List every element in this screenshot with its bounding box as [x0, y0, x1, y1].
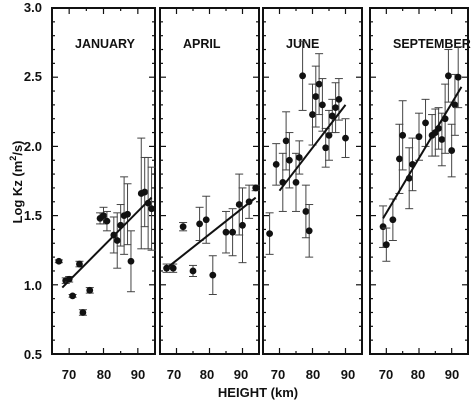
data-point [113, 237, 121, 244]
data-point [272, 160, 280, 168]
x-tick-label: 90 [234, 367, 248, 382]
data-point [389, 216, 397, 224]
data-point [286, 156, 293, 164]
data-point [445, 72, 452, 80]
data-point [309, 111, 316, 118]
x-axis-title: HEIGHT (km) [218, 385, 298, 400]
data-point [292, 178, 300, 186]
x-tick-label: 90 [445, 367, 459, 382]
x-tick-label: 70 [271, 367, 285, 382]
data-point [415, 133, 423, 141]
y-tick-label: 1.0 [24, 278, 42, 293]
panel-frame [369, 7, 469, 355]
data-point [86, 286, 94, 294]
data-point [141, 188, 149, 196]
x-tick-label: 80 [200, 367, 214, 382]
y-axis-title-base: Log Kz (m [10, 161, 25, 224]
data-point [322, 144, 330, 152]
data-point [422, 119, 429, 127]
y-axis-title: Log Kz (m2/s) [8, 140, 25, 223]
panel-june: JUNE [262, 7, 363, 355]
data-point [328, 112, 336, 120]
fit-line [165, 196, 257, 269]
panel-september: SEPTEMBER [369, 7, 471, 355]
fit-line [382, 86, 463, 219]
y-tick-label: 3.0 [24, 0, 42, 15]
data-point [189, 267, 197, 275]
data-point [209, 271, 217, 279]
fit-line [61, 196, 153, 289]
data-point [202, 216, 210, 224]
data-point [315, 80, 323, 88]
y-axis-title-tail: /s) [10, 140, 25, 155]
y-axis-title-exponent: 2 [8, 156, 18, 161]
data-point [229, 228, 237, 236]
x-tick-label: 90 [131, 367, 145, 382]
data-point [235, 201, 243, 208]
data-point [55, 257, 63, 265]
svg-text:Log Kz (m2/s): Log Kz (m2/s) [8, 140, 25, 223]
data-point [332, 104, 339, 112]
chart-panels: JANUARY APRIL JUNE SEPTEMBER [51, 7, 471, 355]
panel-frame [262, 7, 363, 355]
data-point [342, 134, 349, 142]
data-point [454, 73, 462, 81]
x-tick-label: 70 [62, 367, 76, 382]
panel-april: APRIL [159, 7, 260, 355]
y-tick-label: 0.5 [24, 347, 42, 362]
data-point [169, 264, 177, 272]
data-point [148, 205, 155, 213]
data-point [396, 155, 403, 163]
data-point [103, 217, 111, 225]
panel-title: APRIL [183, 37, 221, 51]
panel-frame [51, 7, 156, 355]
data-point [76, 260, 83, 268]
data-point [69, 292, 76, 300]
data-point [335, 95, 343, 103]
data-point [299, 72, 306, 80]
data-point [100, 212, 107, 220]
x-tick-labels: 70 80 90 70 80 90 70 80 90 70 80 90 [62, 367, 459, 382]
data-point [382, 241, 390, 249]
panel-title: JANUARY [75, 37, 136, 51]
data-point [79, 309, 87, 316]
x-tick-label: 70 [379, 367, 393, 382]
data-point [196, 220, 204, 228]
data-point [319, 101, 326, 109]
x-tick-label: 80 [411, 367, 425, 382]
data-point [399, 131, 407, 139]
data-point [266, 230, 273, 237]
data-point [325, 131, 333, 139]
x-tick-label: 80 [97, 367, 111, 382]
data-point [127, 257, 135, 265]
data-point [239, 221, 246, 229]
data-point [379, 223, 387, 231]
panel-january: JANUARY [51, 7, 156, 355]
data-point [451, 101, 459, 109]
y-tick-label: 1.5 [24, 208, 42, 223]
data-point [438, 136, 446, 143]
data-point [302, 208, 310, 215]
fit-line [278, 104, 347, 192]
data-point [124, 210, 131, 218]
data-point [282, 137, 290, 145]
panel-frame [159, 7, 260, 355]
panel-title: SEPTEMBER [393, 37, 471, 51]
x-tick-label: 80 [306, 367, 320, 382]
data-point [312, 93, 320, 100]
y-tick-label: 2.0 [24, 139, 42, 154]
data-point [448, 147, 456, 154]
data-point [179, 223, 187, 231]
data-point [252, 184, 260, 192]
data-point [305, 227, 313, 235]
data-point [222, 228, 230, 236]
y-tick-label: 2.5 [24, 69, 42, 84]
y-tick-labels: 0.5 1.0 1.5 2.0 2.5 3.0 [24, 0, 42, 362]
data-point [295, 154, 303, 161]
x-tick-label: 70 [167, 367, 181, 382]
x-tick-label: 90 [341, 367, 355, 382]
